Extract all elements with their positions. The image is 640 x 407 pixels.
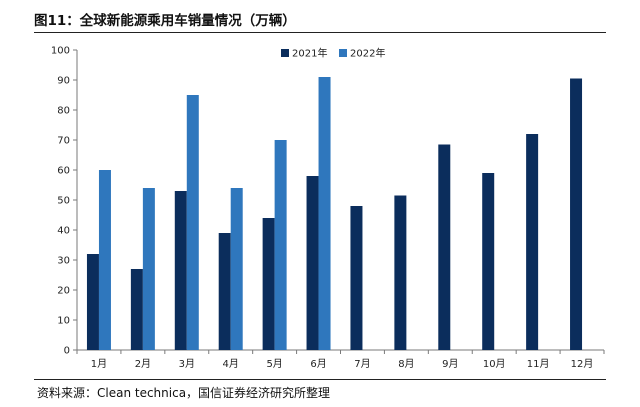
title-rule — [34, 32, 606, 33]
x-tick-label: 5月 — [266, 358, 282, 370]
source-rule — [34, 379, 606, 380]
y-tick-label: 0 — [64, 346, 70, 357]
x-tick-label: 7月 — [354, 358, 370, 370]
bar-2021年-4月 — [218, 233, 231, 350]
y-tick-label: 50 — [57, 196, 70, 207]
y-tick-label: 60 — [57, 166, 70, 177]
y-tick-label: 80 — [57, 106, 70, 117]
y-tick-label: 40 — [57, 226, 70, 237]
legend-swatch-2022年 — [339, 49, 347, 57]
x-tick-label: 6月 — [310, 358, 326, 370]
x-tick-label: 2月 — [135, 358, 151, 370]
bar-2022年-5月 — [274, 140, 287, 350]
bar-2021年-12月 — [570, 78, 583, 350]
bar-2022年-6月 — [318, 77, 331, 350]
bar-2021年-9月 — [438, 144, 451, 350]
y-tick-label: 90 — [57, 76, 70, 87]
x-tick-label: 3月 — [179, 358, 195, 370]
y-tick-label: 70 — [57, 136, 70, 147]
source-note: 资料来源：Clean technica，国信证券经济研究所整理 — [37, 386, 331, 400]
bar-2021年-2月 — [130, 269, 143, 350]
y-tick-label: 30 — [57, 256, 70, 267]
y-tick-label: 100 — [51, 46, 70, 57]
x-tick-label: 1月 — [91, 358, 107, 370]
bar-2021年-3月 — [174, 191, 187, 350]
x-tick-label: 12月 — [571, 358, 594, 370]
bar-2021年-11月 — [526, 134, 539, 350]
bar-2022年-3月 — [186, 95, 199, 350]
y-tick-label: 10 — [57, 316, 70, 327]
bar-2021年-10月 — [482, 173, 495, 350]
bar-2022年-1月 — [98, 170, 111, 350]
legend-label: 2022年 — [350, 47, 385, 60]
bar-2021年-8月 — [394, 195, 407, 350]
bar-2021年-1月 — [86, 254, 99, 350]
bar-2021年-7月 — [350, 206, 363, 350]
bar-2022年-2月 — [142, 188, 155, 350]
bar-2021年-5月 — [262, 218, 275, 350]
bar-2021年-6月 — [306, 176, 319, 350]
x-tick-label: 9月 — [442, 358, 458, 370]
chart-title: 图11：全球新能源乘用车销量情况（万辆） — [34, 13, 296, 29]
x-tick-label: 11月 — [527, 358, 550, 370]
legend-label: 2021年 — [292, 47, 327, 60]
legend-swatch-2021年 — [281, 49, 289, 57]
x-tick-label: 8月 — [398, 358, 414, 370]
bar-2022年-4月 — [230, 188, 243, 350]
x-tick-label: 4月 — [223, 358, 239, 370]
x-tick-label: 10月 — [483, 358, 506, 370]
y-tick-label: 20 — [57, 286, 70, 297]
